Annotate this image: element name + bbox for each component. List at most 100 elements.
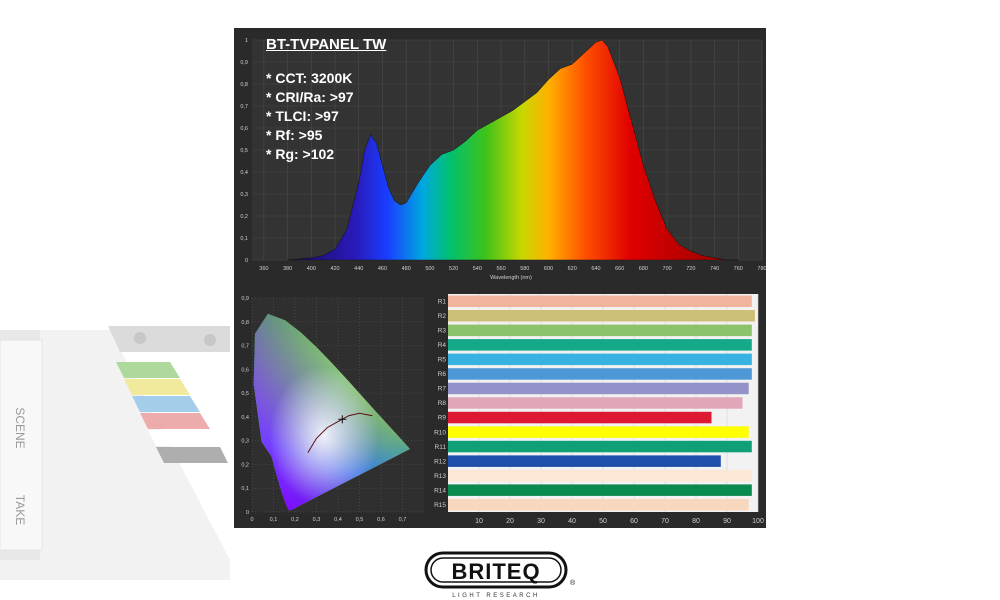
spectrum-y-tick-label: 0,2 bbox=[240, 214, 248, 220]
brand-name: BRITEQ bbox=[451, 559, 540, 584]
cie-x-tick-label: 0,4 bbox=[334, 517, 342, 523]
spectrum-x-tick-label: 400 bbox=[307, 266, 316, 272]
spec-rf: * Rf: >95 bbox=[266, 127, 323, 143]
spec-cct: * CCT: 3200K bbox=[266, 70, 353, 86]
spectrum-x-tick-label: 620 bbox=[568, 266, 577, 272]
spectrum-y-tick-label: 0,7 bbox=[240, 104, 248, 110]
cri-category-label: R7 bbox=[438, 386, 447, 393]
registered-mark: ® bbox=[570, 579, 576, 587]
spectrum-x-tick-label: 380 bbox=[283, 266, 292, 272]
cie-y-tick-label: 0,4 bbox=[241, 415, 249, 421]
cri-bar-r11 bbox=[448, 440, 752, 453]
cri-bar-r6 bbox=[448, 368, 752, 380]
spectrum-x-tick-label: 580 bbox=[520, 266, 529, 272]
cri-bar-r2 bbox=[448, 310, 755, 322]
cri-bar-r10 bbox=[448, 426, 749, 438]
cri-category-label: R2 bbox=[438, 313, 447, 320]
spectrum-y-tick-label: 0,3 bbox=[240, 192, 248, 198]
cie-y-tick-label: 0,5 bbox=[241, 391, 249, 397]
cri-x-tick-label: 40 bbox=[568, 518, 576, 525]
spec-cri: * CRI/Ra: >97 bbox=[266, 89, 354, 105]
spectrum-chart: 360 380 400 420 440 460 480 500 520 540 560 580 600 6… bbox=[240, 38, 766, 281]
cri-x-tick-label: 50 bbox=[599, 518, 607, 525]
cri-bar-r13 bbox=[448, 469, 752, 482]
spectrum-spec-block: BT-TVPANEL TW * CCT: 3200K * CRI/Ra: >97… bbox=[266, 36, 386, 164]
spectrum-x-tick-label: 600 bbox=[544, 266, 553, 272]
spectrum-x-tick-label: 780 bbox=[757, 266, 766, 272]
cie-y-tick-label: 0,8 bbox=[241, 320, 249, 326]
cri-bar-r12 bbox=[448, 455, 721, 467]
cri-bar-r7 bbox=[448, 382, 749, 395]
cri-category-label: R9 bbox=[438, 415, 447, 422]
cri-bar-r14 bbox=[448, 484, 752, 496]
cri-category-label: R6 bbox=[438, 371, 447, 378]
spectrum-x-tick-label: 760 bbox=[734, 266, 743, 272]
spectrum-y-tick-label: 0,1 bbox=[240, 236, 248, 242]
cri-category-label: R4 bbox=[438, 342, 447, 349]
spectrum-x-tick-label: 740 bbox=[710, 266, 719, 272]
spectrum-y-tick-label: 0,8 bbox=[240, 82, 248, 88]
planckian-locus bbox=[307, 412, 373, 453]
chromaticity-point-marker bbox=[338, 415, 347, 424]
cri-category-label: R3 bbox=[438, 328, 447, 335]
spectrum-x-tick-label: 640 bbox=[591, 266, 600, 272]
cie-y-tick-label: 0,7 bbox=[241, 344, 249, 350]
spectrum-y-tick-label: 1 bbox=[245, 38, 248, 44]
cie-x-tick-label: 0,6 bbox=[377, 517, 385, 523]
briteq-logo: BRITEQ LIGHT RESEARCH ® bbox=[424, 551, 576, 599]
cri-x-tick-label: 100 bbox=[752, 518, 764, 525]
spectrum-y-tick-label: 0,5 bbox=[240, 148, 248, 154]
cri-x-tick-label: 90 bbox=[723, 518, 731, 525]
cri-category-label: R8 bbox=[438, 400, 447, 407]
spectrum-x-tick-label: 500 bbox=[425, 266, 434, 272]
cie-y-tick-label: 0 bbox=[246, 510, 249, 516]
chart-panel: 360 380 400 420 440 460 480 500 520 540 560 580 600 6… bbox=[234, 28, 766, 528]
clapperboard-image: SCENE TAKE bbox=[0, 326, 230, 580]
spectrum-y-tick-label: 0,6 bbox=[240, 126, 248, 132]
cie-y-tick-label: 0,1 bbox=[241, 486, 249, 492]
spec-rg: * Rg: >102 bbox=[266, 146, 335, 162]
spectrum-area bbox=[287, 39, 739, 261]
spectrum-x-tick-label: 680 bbox=[639, 266, 648, 272]
spectrum-x-tick-label: 560 bbox=[496, 266, 505, 272]
cri-category-label: R13 bbox=[434, 473, 446, 480]
slate-label-scene: SCENE bbox=[13, 407, 27, 448]
cie-x-tick-label: 0,2 bbox=[291, 517, 299, 523]
spectrum-x-axis-label: Wavelength (nm) bbox=[490, 275, 532, 281]
cie-x-tick-label: 0 bbox=[250, 517, 253, 523]
cri-bar-r3 bbox=[448, 324, 752, 337]
cie-y-tick-label: 0,6 bbox=[241, 367, 249, 373]
spectrum-x-tick-label: 420 bbox=[330, 266, 339, 272]
spectrum-x-tick-label: 360 bbox=[259, 266, 268, 272]
cri-bar-r8 bbox=[448, 397, 743, 409]
cri-bar-r15 bbox=[448, 499, 749, 511]
cie-y-tick-label: 0,3 bbox=[241, 439, 249, 445]
spectral-locus-white-shading bbox=[253, 313, 410, 511]
spec-tlci: * TLCI: >97 bbox=[266, 108, 339, 124]
brand-tagline: LIGHT RESEARCH bbox=[452, 593, 540, 599]
spectrum-x-tick-label: 460 bbox=[378, 266, 387, 272]
spectrum-y-tick-label: 0,4 bbox=[240, 170, 248, 176]
spectrum-x-tick-label: 520 bbox=[449, 266, 458, 272]
cri-x-tick-label: 60 bbox=[630, 518, 638, 525]
cri-x-tick-label: 20 bbox=[506, 518, 514, 525]
cri-category-label: R11 bbox=[435, 444, 447, 451]
cie-x-tick-label: 0,3 bbox=[313, 517, 321, 523]
cri-category-label: R15 bbox=[434, 502, 446, 509]
cri-category-label: R14 bbox=[434, 487, 446, 494]
cri-bar-r5 bbox=[448, 353, 752, 366]
cri-bar-r1 bbox=[448, 295, 752, 307]
cie-y-tick-label: 0,2 bbox=[241, 462, 249, 468]
spectrum-x-tick-label: 700 bbox=[663, 266, 672, 272]
cri-category-label: R12 bbox=[434, 458, 446, 465]
cie-chromaticity-chart: 0 0,1 0,2 0,3 0,4 0,5 0,6 0,7 0 0,1 0,2 0,3 0,4 0,5 0,… bbox=[241, 296, 424, 523]
cie-y-tick-label: 0,9 bbox=[241, 296, 249, 302]
slate-label-take: TAKE bbox=[13, 495, 27, 525]
cri-x-tick-label: 70 bbox=[661, 518, 669, 525]
cri-x-tick-label: 10 bbox=[475, 518, 483, 525]
spectrum-y-tick-label: 0,9 bbox=[240, 60, 248, 66]
cri-x-tick-label: 30 bbox=[537, 518, 545, 525]
cri-category-label: R1 bbox=[438, 299, 447, 306]
cri-bar-r9 bbox=[448, 411, 712, 424]
cri-category-label: R5 bbox=[438, 357, 447, 364]
